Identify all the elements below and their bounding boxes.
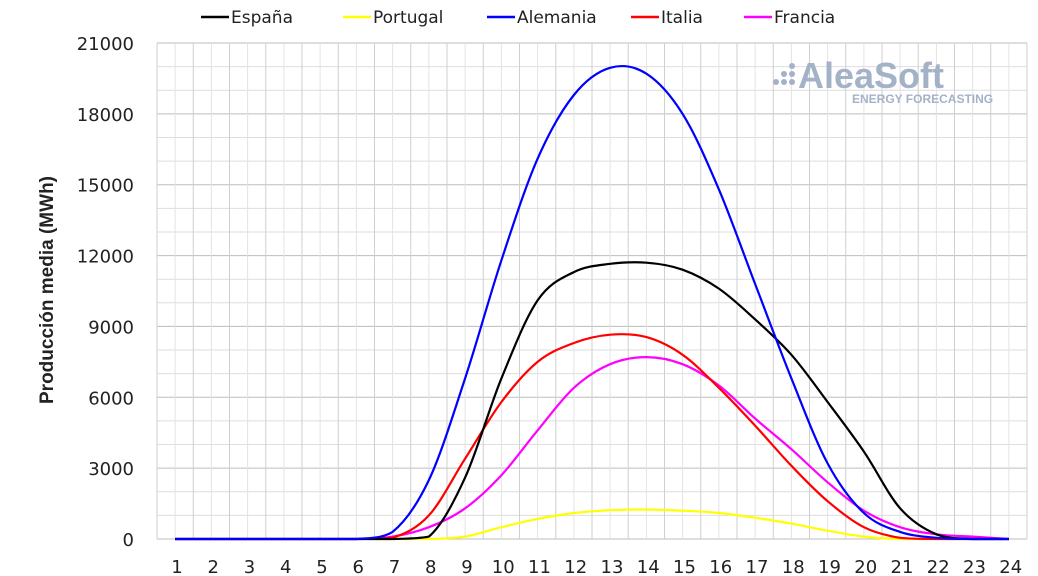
y-tick-label: 9000	[88, 317, 134, 338]
logo-tagline: ENERGY FORECASTING	[852, 92, 993, 106]
x-tick-label: 16	[709, 557, 732, 576]
y-tick-label: 15000	[77, 176, 134, 197]
y-axis-label: Producción media (MWh)	[37, 176, 58, 404]
x-tick-label: 7	[389, 557, 400, 576]
x-tick-label: 15	[673, 557, 696, 576]
x-axis-ticks: 1 2 3 4 5 6 7 8 9 10 11 12 13 14 15 16 17 18 19 20 21 22 23 24	[171, 557, 1022, 576]
legend-label: Portugal	[373, 8, 443, 28]
aleasoft-logo: AleaSoft ENERGY FORECASTING	[773, 55, 993, 106]
x-tick-label: 23	[963, 557, 986, 576]
legend-label: España	[231, 8, 293, 28]
x-tick-label: 2	[208, 557, 219, 576]
x-tick-label: 3	[244, 557, 255, 576]
y-tick-label: 0	[123, 530, 134, 551]
x-tick-label: 20	[854, 557, 877, 576]
legend-item: Italia	[631, 8, 703, 28]
x-tick-label: 21	[891, 557, 914, 576]
legend-item: Alemania	[487, 8, 597, 28]
y-tick-label: 21000	[77, 34, 134, 55]
x-tick-label: 18	[782, 557, 805, 576]
x-tick-label: 1	[171, 557, 182, 576]
x-tick-label: 11	[528, 557, 551, 576]
x-tick-label: 9	[461, 557, 472, 576]
legend-item: Francia	[744, 8, 835, 28]
series-line-alemania	[175, 64, 1009, 541]
x-tick-label: 14	[637, 557, 660, 576]
chart-series	[175, 64, 1009, 541]
y-axis-ticks: 0 3000 6000 9000 12000 15000 18000 21000	[77, 34, 134, 551]
x-tick-label: 6	[353, 557, 364, 576]
y-tick-label: 12000	[77, 247, 134, 268]
x-tick-label: 22	[927, 557, 950, 576]
logo-name: AleaSoft	[798, 55, 944, 96]
logo-dots-icon	[773, 63, 795, 85]
legend-item: Portugal	[343, 8, 443, 28]
chart-grid	[156, 42, 1028, 540]
y-tick-label: 18000	[77, 105, 134, 126]
chart-legend: España Portugal Alemania Italia Francia	[201, 8, 835, 28]
legend-item: España	[201, 8, 293, 28]
y-tick-label: 3000	[88, 459, 134, 480]
x-tick-label: 24	[999, 557, 1022, 576]
x-tick-label: 5	[316, 557, 327, 576]
legend-label: Italia	[661, 8, 703, 28]
x-tick-label: 10	[492, 557, 515, 576]
x-tick-label: 17	[746, 557, 769, 576]
x-tick-label: 12	[564, 557, 587, 576]
x-tick-label: 8	[425, 557, 436, 576]
x-tick-label: 13	[601, 557, 624, 576]
x-tick-label: 19	[818, 557, 841, 576]
y-tick-label: 6000	[88, 388, 134, 409]
legend-label: Alemania	[517, 8, 597, 28]
x-tick-label: 4	[280, 557, 291, 576]
legend-label: Francia	[774, 8, 835, 28]
